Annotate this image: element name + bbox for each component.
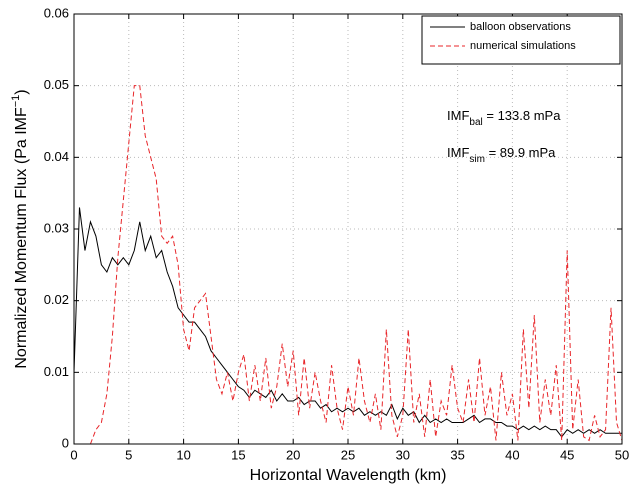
y-axis-label-text: Normalized Momentum Flux (Pa IMF (13, 107, 30, 369)
annotation: IMFsim = 89.9 mPa (447, 145, 556, 165)
y-tick-label: 0 (62, 435, 69, 450)
y-tick-label: 0.02 (44, 292, 69, 307)
annotation-suffix: = 89.9 mPa (485, 145, 556, 160)
plot-frame (73, 13, 623, 445)
x-tick-label: 30 (396, 447, 410, 462)
x-tick-label: 50 (615, 447, 629, 462)
x-tick-label: 10 (176, 447, 190, 462)
y-tick-label: 0.05 (44, 77, 69, 92)
annotation-subscript: sim (469, 154, 485, 165)
y-tick-label: 0.06 (44, 5, 69, 20)
x-tick-label: 0 (70, 447, 77, 462)
annotation-text: IMF (447, 108, 469, 123)
x-tick-label: 35 (450, 447, 464, 462)
x-tick-label: 25 (341, 447, 355, 462)
y-tick-label: 0.03 (44, 220, 69, 235)
x-axis-label: Horizontal Wavelength (km) (250, 467, 447, 484)
y-axis-label-suffix: ) (13, 89, 30, 94)
legend: balloon observations numerical simulation… (421, 15, 621, 65)
y-tick-label: 0.04 (44, 149, 69, 164)
annotation-text: IMF (447, 145, 469, 160)
data-line (73, 207, 622, 438)
legend-label: balloon observations (470, 21, 571, 33)
x-tick-label: 20 (286, 447, 300, 462)
x-tick-label: 40 (505, 447, 519, 462)
annotation-subscript: bal (469, 117, 482, 128)
legend-label: numerical simulations (470, 40, 576, 52)
data-line (89, 85, 623, 445)
y-axis-label-superscript: −1 (10, 95, 22, 108)
x-tick-label: 45 (560, 447, 574, 462)
legend-box (421, 15, 621, 65)
annotation: IMFbal = 133.8 mPa (447, 108, 561, 128)
x-tick-label: 15 (231, 447, 245, 462)
y-tick-label: 0.01 (44, 364, 69, 379)
annotation-suffix: = 133.8 mPa (483, 108, 561, 123)
y-axis-label: Normalized Momentum Flux (Pa IMF−1) (10, 89, 30, 368)
x-tick-label: 5 (125, 447, 132, 462)
